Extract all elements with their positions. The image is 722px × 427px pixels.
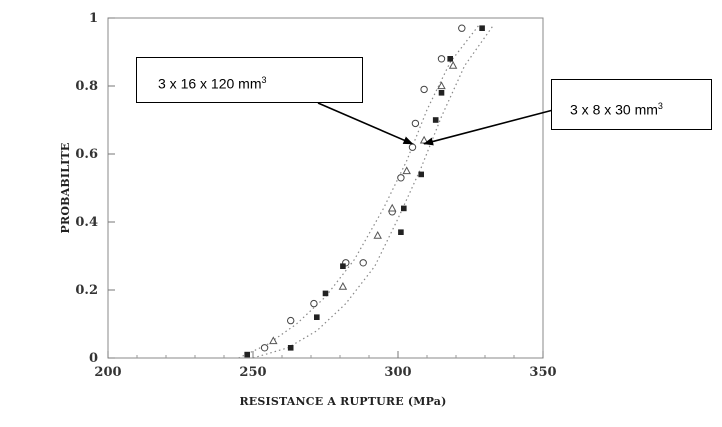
annotation-arrow xyxy=(423,108,558,146)
data-point-square xyxy=(447,56,453,62)
data-point-triangle xyxy=(373,230,382,239)
annotation-box-small-specimen: 3 x 8 x 30 mm3 xyxy=(551,79,712,130)
data-point-square xyxy=(398,229,404,235)
annotation-superscript: 3 xyxy=(657,101,663,111)
y-tick-label: 0 xyxy=(89,351,98,366)
x-tick-label: 200 xyxy=(94,365,121,380)
y-tick-label: 0.4 xyxy=(75,215,98,230)
data-point-square xyxy=(418,171,424,178)
data-point-square xyxy=(438,90,445,96)
data-point-circle xyxy=(287,316,295,325)
plot-border xyxy=(107,17,544,359)
plot-frame xyxy=(107,17,544,359)
y-axis: 0 0.2 0.4 0.6 0.8 1 xyxy=(75,11,115,366)
annotation-superscript: 3 xyxy=(261,75,267,85)
y-tick-label: 0.8 xyxy=(75,79,98,94)
data-point-circle xyxy=(411,119,420,128)
data-point-circle xyxy=(359,259,367,267)
data-point-triangle xyxy=(387,203,397,212)
y-tick-label: 0.2 xyxy=(75,283,98,298)
data-point-square xyxy=(322,290,329,297)
x-axis-title: RESISTANCE A RUPTURE (MPa) xyxy=(239,395,446,408)
data-point-square xyxy=(244,351,250,358)
x-tick-label: 250 xyxy=(239,365,266,380)
x-tick-label: 300 xyxy=(384,365,411,380)
data-point-triangle xyxy=(419,135,429,144)
annotation-arrows xyxy=(317,102,558,146)
annotation-box-large-specimen: 3 x 16 x 120 mm3 xyxy=(136,57,363,103)
data-point-triangle xyxy=(402,166,411,175)
data-point-square xyxy=(340,263,346,269)
data-point-triangle xyxy=(448,60,458,69)
annotation-label: 3 x 16 x 120 mm xyxy=(158,75,262,92)
data-point-circle xyxy=(408,143,417,151)
y-tick-label: 1 xyxy=(89,11,98,26)
data-point-circle xyxy=(458,24,466,32)
annotation-arrow xyxy=(317,102,414,145)
data-point-triangle xyxy=(269,336,278,345)
data-point-square xyxy=(401,205,407,212)
x-axis: 200 250 300 350 xyxy=(94,351,557,380)
y-tick-label: 0.6 xyxy=(75,147,98,162)
data-point-circle xyxy=(310,299,318,308)
data-points xyxy=(244,24,485,358)
data-point-circle xyxy=(397,174,405,182)
data-point-circle xyxy=(260,344,269,352)
fitted-curves xyxy=(238,24,495,359)
data-point-triangle xyxy=(437,81,446,90)
data-point-triangle xyxy=(338,281,348,290)
data-point-square xyxy=(432,117,439,123)
data-point-square xyxy=(479,25,485,31)
fit-curve xyxy=(238,24,480,359)
annotation-label: 3 x 8 x 30 mm xyxy=(570,101,658,118)
data-point-circle xyxy=(420,85,428,94)
x-tick-label: 350 xyxy=(529,365,556,380)
data-point-square xyxy=(287,345,294,351)
data-point-square xyxy=(314,314,320,320)
y-axis-title: PROBABILITE xyxy=(59,143,72,234)
data-point-circle xyxy=(437,55,446,63)
